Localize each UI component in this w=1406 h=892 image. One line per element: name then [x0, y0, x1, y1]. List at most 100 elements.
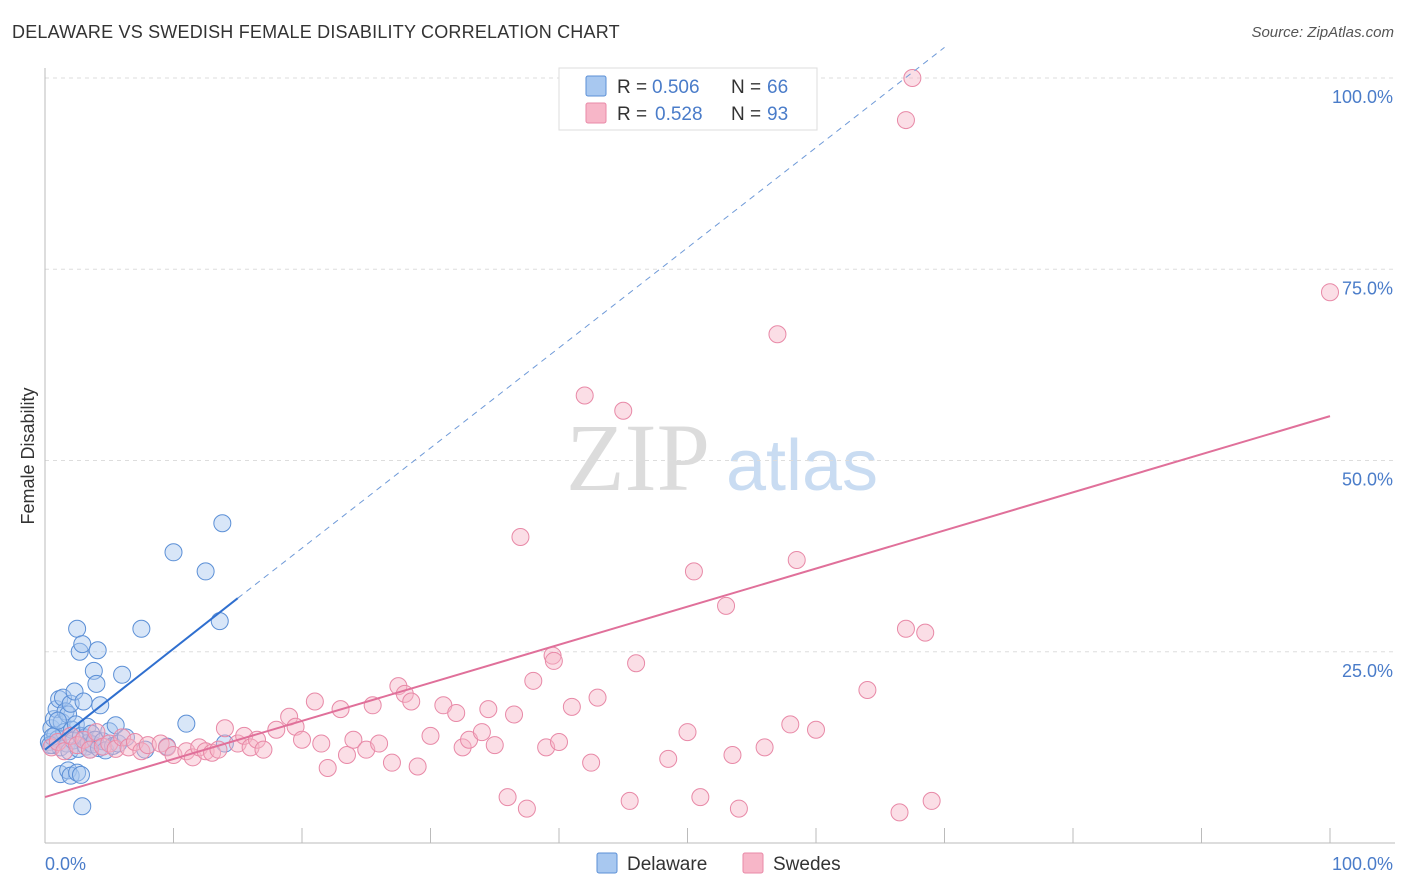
swedes-point-25 — [215, 719, 234, 738]
swedes-point-87 — [916, 623, 935, 642]
swedes-point-39 — [337, 746, 356, 765]
delaware-point-61 — [71, 765, 90, 784]
stats-r-value-delaware: 0.506 — [652, 77, 700, 98]
stats-n-value-swedes: 93 — [767, 104, 788, 125]
tick-label-layer: 25.0% 50.0% 75.0% 100.0% 0.0% 100.0% — [45, 87, 1393, 874]
legend-swedes-swatch — [742, 852, 764, 874]
swedes-point-83 — [787, 550, 806, 569]
swedes-point-47 — [402, 692, 421, 711]
legend-delaware-swatch — [596, 852, 618, 874]
swedes-point-57 — [498, 788, 517, 807]
axis-layer — [44, 68, 1395, 844]
delaware-point-52 — [177, 714, 196, 733]
swedes-point-49 — [421, 726, 440, 745]
source-label: Source: ZipAtlas.com — [1251, 24, 1394, 41]
swedes-point-70 — [614, 401, 633, 420]
y-tick-label-2: 75.0% — [1342, 278, 1393, 298]
swedes-point-31 — [267, 720, 286, 739]
y-tick-label-1: 50.0% — [1342, 470, 1393, 490]
points-layer — [39, 69, 1339, 822]
swedes-point-30 — [254, 740, 273, 759]
swedes-point-74 — [678, 723, 697, 742]
swedes-point-10 — [106, 739, 125, 758]
bottom-legend: Delaware Swedes — [596, 852, 841, 875]
swedes-point-69 — [588, 688, 607, 707]
grid-layer — [45, 77, 1395, 653]
swedes-point-55 — [479, 700, 498, 719]
swedes-point-86 — [896, 619, 915, 638]
x-tick-label-1: 100.0% — [1332, 854, 1393, 874]
delaware-point-65 — [48, 711, 67, 730]
stats-legend-delaware-swatch — [585, 75, 607, 97]
swedes-point-82 — [781, 715, 800, 734]
stats-r-label-delaware: R = — [617, 77, 647, 98]
swedes-point-56 — [485, 736, 504, 755]
delaware-point-53 — [196, 562, 215, 581]
swedes-point-54 — [472, 723, 491, 742]
legend-swedes-label: Swedes — [773, 854, 841, 875]
stats-n-label-swedes: N = — [731, 104, 761, 125]
delaware-point-14 — [59, 705, 78, 724]
swedes-point-67 — [575, 386, 594, 405]
stats-n-label-delaware: N = — [731, 77, 761, 98]
delaware-point-48 — [132, 619, 151, 638]
swedes-point-75 — [684, 562, 703, 581]
swedes-point-17 — [158, 738, 177, 757]
delaware-point-51 — [164, 543, 183, 562]
swedes-point-60 — [517, 799, 536, 818]
y-tick-label-0: 25.0% — [1342, 661, 1393, 681]
stats-n-value-delaware: 66 — [767, 77, 788, 98]
swedes-point-59 — [511, 528, 530, 546]
delaware-trend-line — [44, 597, 239, 751]
stats-r-label-swedes: R = — [617, 104, 647, 125]
delaware-point-55 — [213, 514, 232, 533]
swedes-point-71 — [620, 791, 639, 810]
swedes-point-76 — [691, 788, 710, 807]
swedes-point-78 — [723, 746, 742, 765]
delaware-point-26 — [74, 692, 93, 711]
swedes-point-64 — [544, 651, 563, 670]
swedes-point-89 — [890, 803, 909, 822]
delaware-point-21 — [68, 619, 87, 638]
trend-layer — [44, 47, 1331, 799]
swedes-point-85 — [858, 681, 877, 699]
swedes-point-40 — [344, 730, 363, 749]
swedes-point-36 — [312, 734, 331, 753]
swedes-point-91 — [903, 69, 922, 87]
swedes-point-43 — [370, 734, 389, 753]
swedes-point-61 — [524, 671, 543, 690]
delaware-point-46 — [113, 665, 132, 684]
swedes-point-15 — [138, 736, 157, 755]
swedes-point-90 — [896, 111, 915, 130]
swedes-point-66 — [562, 697, 581, 716]
swedes-point-73 — [659, 749, 678, 768]
swedes-point-81 — [768, 325, 787, 344]
delaware-point-37 — [88, 641, 107, 660]
swedes-point-79 — [729, 799, 748, 818]
stats-legend: R = 0.506 N = 66 R = 0.528 N = 93 — [558, 67, 818, 131]
chart-title: DELAWARE VS SWEDISH FEMALE DISABILITY CO… — [12, 22, 620, 42]
swedes-point-80 — [755, 738, 774, 757]
y-tick-label-3: 100.0% — [1332, 87, 1393, 107]
delaware-point-25 — [73, 635, 92, 654]
swedes-point-44 — [382, 753, 401, 772]
swedes-point-48 — [408, 757, 427, 776]
swedes-point-77 — [717, 596, 736, 615]
stats-r-value-swedes: 0.528 — [655, 104, 703, 125]
legend-delaware-label: Delaware — [627, 854, 707, 875]
swedes-point-51 — [447, 703, 466, 722]
delaware-point-36 — [87, 674, 106, 693]
swedes-point-88 — [922, 791, 941, 810]
swedes-point-68 — [582, 753, 601, 772]
swedes-point-58 — [505, 705, 524, 724]
x-tick-label-0: 0.0% — [45, 854, 86, 874]
delaware-point-19 — [65, 682, 84, 701]
watermark-zip: ZIP — [566, 404, 710, 511]
delaware-point-62 — [73, 797, 92, 816]
swedes-point-92 — [1321, 283, 1339, 302]
swedes-point-65 — [550, 733, 568, 752]
stats-legend-swedes-swatch — [585, 102, 607, 124]
swedes-point-84 — [807, 720, 825, 739]
swedes-point-52 — [453, 738, 472, 757]
